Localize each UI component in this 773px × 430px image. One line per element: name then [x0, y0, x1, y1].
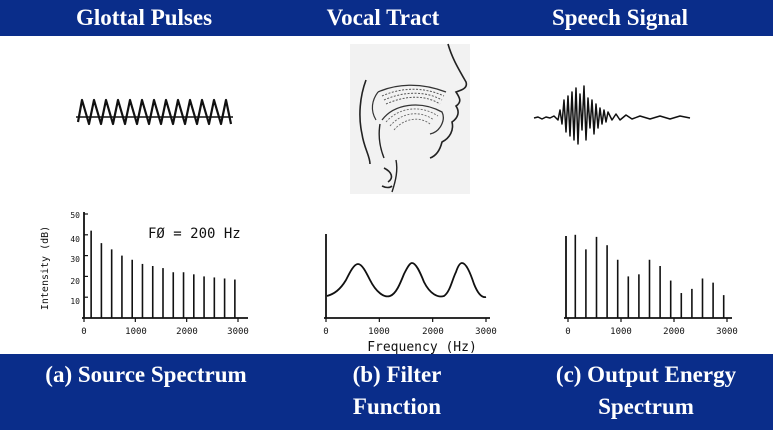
speech-signal-waveform	[534, 86, 690, 144]
caption-output-line1: (c) Output Energy	[524, 360, 768, 390]
fundamental-frequency-label: FØ = 200 Hz	[148, 226, 241, 242]
caption-output-line2: Spectrum	[524, 392, 768, 422]
caption-filter-line2: Function	[330, 392, 464, 422]
output-xtick-label: 0	[565, 327, 570, 337]
source-xtick-label: 3000	[227, 327, 249, 337]
glottal-pulse-waveform	[78, 100, 231, 124]
source-xtick-label: 0	[81, 327, 86, 337]
output-xtick-label: 1000	[610, 327, 632, 337]
source-xtick-label: 2000	[176, 327, 198, 337]
source-xtick-label: 1000	[125, 327, 147, 337]
filter-xtick-label: 3000	[475, 327, 497, 337]
caption-source-spectrum: (a) Source Spectrum	[6, 360, 286, 390]
filter-xtick-label: 0	[323, 327, 328, 337]
caption-filter-line1: (b) Filter	[330, 360, 464, 390]
source-ylabel: Intensity (dB)	[40, 226, 51, 310]
source-ytick-label: 40	[70, 235, 80, 244]
output-spectrum-plot	[564, 235, 732, 322]
vocal-tract-illustration	[350, 44, 470, 194]
source-ytick-label: 50	[70, 211, 80, 220]
source-ytick-label: 10	[70, 297, 80, 306]
filter-response-curve	[327, 263, 486, 297]
filter-xtick-label: 1000	[368, 327, 390, 337]
filter-function-plot	[324, 234, 490, 322]
filter-xtick-label: 2000	[422, 327, 444, 337]
source-ytick-label: 20	[70, 277, 80, 286]
output-xtick-label: 3000	[716, 327, 738, 337]
output-xtick-label: 2000	[663, 327, 685, 337]
source-ytick-label: 30	[70, 255, 80, 264]
frequency-axis-label: Frequency (Hz)	[367, 340, 477, 355]
